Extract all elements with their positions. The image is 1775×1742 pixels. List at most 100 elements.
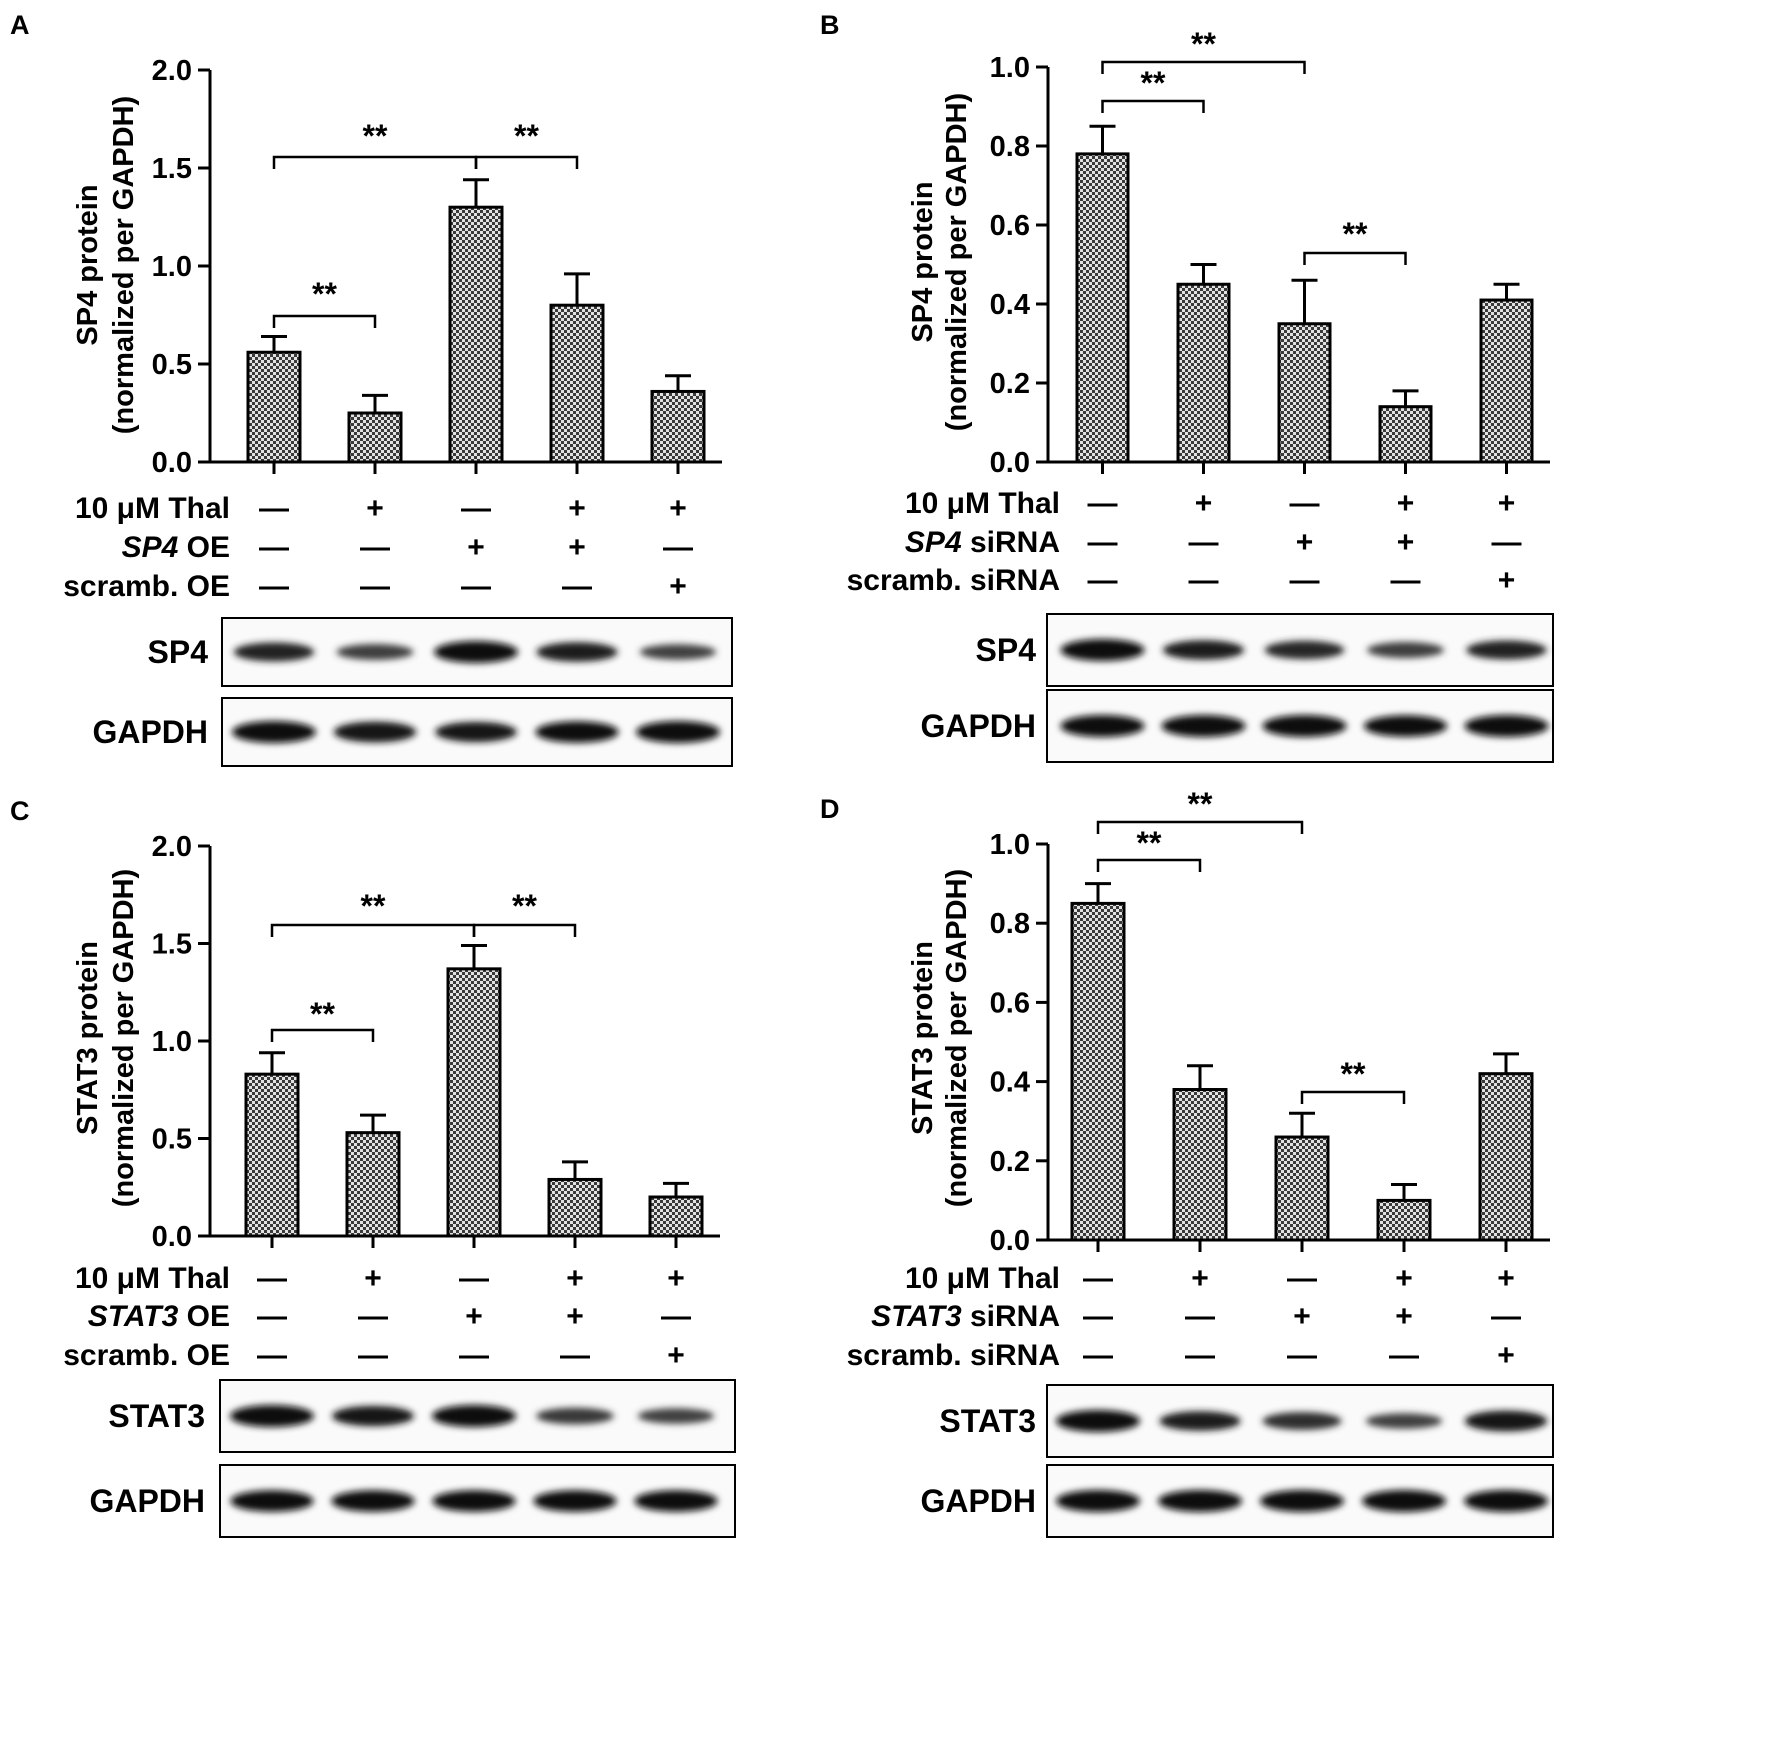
blot-band [233,642,315,662]
condition-minus: — [257,1339,287,1372]
y-axis-subtitle: (normalized per GAPDH) [941,869,973,1207]
condition-plus: + [1397,526,1415,559]
condition-minus: — [560,1339,590,1372]
y-tick-label: 0.0 [152,447,192,479]
condition-plus: + [1497,1262,1515,1295]
condition-plus: + [1497,1339,1515,1372]
condition-label: SP4 OE [122,531,230,564]
significance-bracket [474,155,579,169]
blot-label: STAT3 [108,1398,205,1434]
y-tick-label: 1.0 [152,251,192,283]
blot-band [230,1490,314,1512]
condition-plus: + [667,1339,685,1372]
bar [1274,1135,1330,1242]
y-tick-label: 0.4 [990,1067,1030,1099]
condition-plus: + [364,1262,382,1295]
y-axis-title: SP4 protein [907,181,939,342]
significance-bracket [272,314,377,328]
blot-band [639,644,717,660]
condition-minus: — [1189,526,1219,559]
condition-plus: + [568,492,586,525]
significance-bracket [1101,60,1306,74]
condition-minus: — [1083,1339,1113,1372]
condition-minus: — [1389,1339,1419,1372]
condition-minus: — [461,492,491,525]
significance-label: ** [1137,825,1162,861]
blot-band [1158,1490,1242,1512]
condition-label: 10 μM Thal [75,492,230,525]
blot-label: SP4 [976,632,1037,668]
blot-band [333,721,417,743]
y-axis-title: STAT3 protein [72,941,104,1135]
condition-minus: — [1083,1262,1113,1295]
condition-minus: — [1492,526,1522,559]
condition-plus: + [1395,1262,1413,1295]
condition-label-italic: SP4 [122,531,179,564]
condition-label-rest: OE [178,1300,230,1333]
blot-band [336,644,414,660]
blot-band [1056,1490,1140,1512]
condition-label: STAT3 OE [88,1300,230,1333]
blot-band [535,721,619,743]
y-tick-label: 0.6 [990,987,1030,1019]
blot-band [432,1490,516,1512]
blot-band [1060,715,1145,737]
condition-minus: — [259,492,289,525]
blot-band [1365,1413,1443,1429]
y-axis-title: STAT3 protein [907,941,939,1135]
condition-plus: + [566,1262,584,1295]
condition-plus: + [566,1300,584,1333]
condition-label-italic: SP4 [905,526,962,559]
blot-band [1264,640,1345,660]
condition-label-italic: STAT3 [871,1300,962,1333]
y-tick-label: 0.0 [990,447,1030,479]
condition-plus: + [1498,487,1516,520]
blot-label: GAPDH [920,1483,1036,1519]
blot-band [435,721,517,743]
bar [448,205,504,464]
condition-minus: — [1185,1339,1215,1372]
condition-plus: + [1397,487,1415,520]
blot-band [636,721,720,743]
bar [1479,298,1534,464]
blot-band [331,1490,415,1512]
panel-letter: A [10,10,30,40]
significance-label: ** [1191,26,1216,62]
condition-plus: + [1195,487,1213,520]
condition-minus: — [1290,564,1320,597]
condition-label: SP4 siRNA [905,526,1060,559]
blot-band [637,1408,715,1424]
bar [549,303,605,464]
blot-band [1262,715,1347,737]
condition-minus: — [1083,1300,1113,1333]
condition-minus: — [459,1262,489,1295]
bar [1378,405,1433,464]
blot-label: GAPDH [92,714,208,750]
y-tick-label: 2.0 [152,831,192,863]
bar [244,1072,300,1238]
condition-label-italic: STAT3 [88,1300,179,1333]
bar [650,389,706,464]
blot-band [1260,1490,1344,1512]
bar [547,1177,603,1238]
y-axis-subtitle: (normalized per GAPDH) [108,96,140,434]
y-axis-subtitle: (normalized per GAPDH) [108,869,140,1207]
condition-minus: — [1088,487,1118,520]
blot-label: GAPDH [89,1483,205,1519]
y-tick-label: 0.6 [990,210,1030,242]
panel-letter: D [820,794,840,824]
blot-band [1464,1490,1548,1512]
bar [446,967,502,1238]
condition-minus: — [562,570,592,603]
condition-plus: + [667,1262,685,1295]
blot-label: SP4 [148,634,209,670]
y-tick-label: 0.0 [990,1225,1030,1257]
blot-band [1362,1490,1446,1512]
panel-letter: C [10,796,30,826]
blot-band [230,1405,314,1427]
condition-minus: — [259,570,289,603]
condition-minus: — [1287,1262,1317,1295]
condition-minus: — [1185,1300,1215,1333]
bar [1176,282,1231,464]
